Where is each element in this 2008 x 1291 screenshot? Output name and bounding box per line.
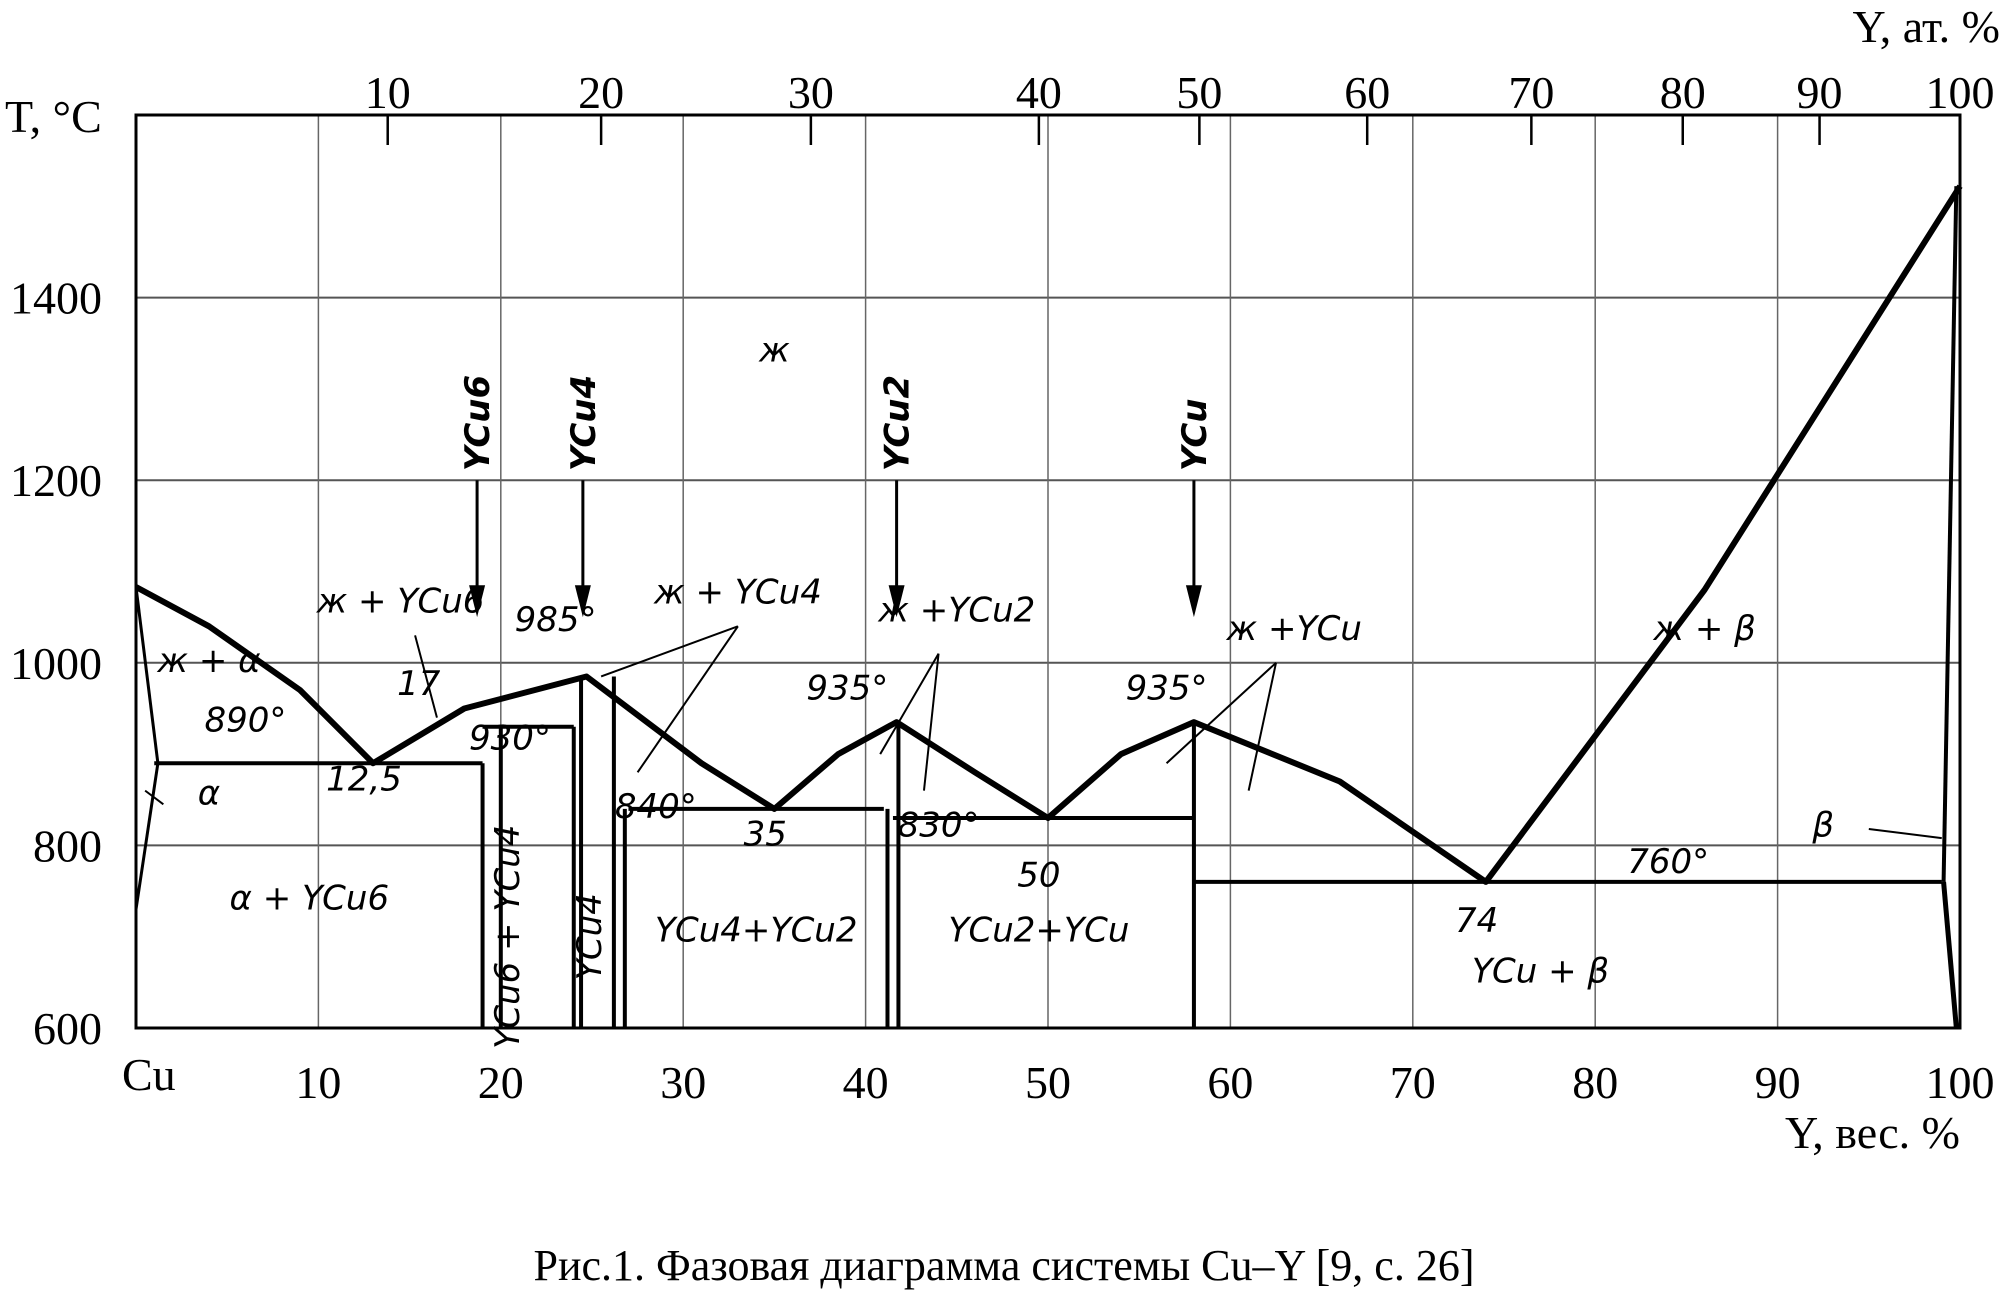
region-label: 17 xyxy=(397,664,441,704)
x-tick-label-top: 100 xyxy=(1926,67,1995,118)
region-label: 50 xyxy=(1017,855,1060,895)
x-tick-label-top: 20 xyxy=(578,67,624,118)
region-label: α + YCu6 xyxy=(229,878,389,918)
region-label: 890° xyxy=(204,700,286,740)
alpha-boundary xyxy=(134,763,160,910)
x-tick-label-top: 70 xyxy=(1508,67,1554,118)
x-tick-label-bottom: 80 xyxy=(1572,1057,1618,1108)
x-axis-label-bottom: Y, вес. % xyxy=(1785,1107,1960,1158)
leader-line xyxy=(1165,662,1277,764)
x-tick-label-bottom: 40 xyxy=(843,1057,889,1108)
region-label: 935° xyxy=(1126,668,1208,708)
region-label: ж xyxy=(758,331,790,371)
region-label: ж + β xyxy=(1652,609,1755,649)
region-label: ж + α xyxy=(156,641,260,681)
y-tick-label: 1200 xyxy=(10,455,102,506)
region-label: ж + YCu4 xyxy=(653,572,822,612)
region-label: 74 xyxy=(1455,901,1498,941)
x-tick-label-top: 30 xyxy=(788,67,834,118)
liquidus-curve xyxy=(134,184,1963,885)
y-tick-label: 1000 xyxy=(10,638,102,689)
region-label: 760° xyxy=(1627,842,1709,882)
alpha-boundary xyxy=(134,586,160,764)
arrow-head xyxy=(888,585,905,618)
region-label: ж +YCu2 xyxy=(877,591,1035,631)
region-label: YCu2+YCu xyxy=(948,910,1129,950)
leader-line xyxy=(636,625,739,773)
x-tick-label-top: 60 xyxy=(1344,67,1390,118)
x-tick-label-bottom: 50 xyxy=(1025,1057,1071,1108)
region-label: YCu4+YCu2 xyxy=(655,910,858,950)
region-label: ж +YCu xyxy=(1226,609,1362,649)
leader-line xyxy=(600,625,739,678)
x-tick-label-top: 50 xyxy=(1176,67,1222,118)
region-label: 830° xyxy=(898,805,980,845)
figure-caption: Рис.1. Фазовая диаграмма системы Cu–Y [9… xyxy=(533,1241,1475,1290)
x-tick-label-bottom: 20 xyxy=(478,1057,524,1108)
region-label: α xyxy=(198,773,220,813)
compound-arrows xyxy=(469,480,1202,618)
leader-line xyxy=(1868,827,1942,840)
compound-name: YCu xyxy=(1175,398,1215,471)
y-axis-label: T, °C xyxy=(5,91,102,142)
x-axis-label-top: Y, ат. % xyxy=(1853,1,2000,52)
arrow-head xyxy=(1185,585,1202,618)
phase-lines xyxy=(134,184,1963,1029)
y-tick-label: 800 xyxy=(33,820,102,871)
region-label: YCu + β xyxy=(1472,951,1609,991)
beta-boundary xyxy=(1941,881,1959,1029)
region-label: 985° xyxy=(515,600,597,640)
compound-name: YCu6 xyxy=(458,375,498,471)
arrow-head xyxy=(469,585,486,618)
leader-line xyxy=(144,789,164,806)
x-tick-label-bottom: 70 xyxy=(1390,1057,1436,1108)
x-tick-label-top: 90 xyxy=(1797,67,1843,118)
x-axis-origin-label: Cu xyxy=(122,1049,176,1100)
compound-name: YCu4 xyxy=(564,375,604,471)
leader-line xyxy=(1247,662,1277,791)
beta-boundary xyxy=(1941,186,1959,882)
leader-line xyxy=(922,653,940,791)
x-tick-label-top: 80 xyxy=(1660,67,1706,118)
region-label: 930° xyxy=(469,719,551,759)
region-label: 935° xyxy=(806,668,888,708)
x-tick-label-bottom: 30 xyxy=(660,1057,706,1108)
region-label: ж + YCu6 xyxy=(316,582,485,622)
arrow-head xyxy=(574,585,591,618)
leader-line xyxy=(879,653,940,755)
plot-frame xyxy=(134,113,1962,1030)
region-label: YCu4 xyxy=(570,893,610,980)
y-tick-label: 600 xyxy=(33,1003,102,1054)
x-tick-label-bottom: 10 xyxy=(295,1057,341,1108)
x-tick-label-bottom: 90 xyxy=(1755,1057,1801,1108)
region-label: 840° xyxy=(615,787,697,827)
x-tick-label-bottom: 100 xyxy=(1926,1057,1995,1108)
region-label: YCu6 + YCu4 xyxy=(488,825,528,1049)
leader-line xyxy=(414,635,438,718)
phase-diagram: 600 800 1000 1200 1400 10 20 30 40 50 60 70 80 90 100 1… xyxy=(5,1,2000,1158)
region-label: β xyxy=(1811,805,1834,845)
x-tick-label-top: 40 xyxy=(1016,67,1062,118)
tick-labels: 600 800 1000 1200 1400 10 20 30 40 50 60 70 80 90 100 1… xyxy=(10,67,1995,1108)
y-tick-label: 1400 xyxy=(10,273,102,324)
region-label: 12,5 xyxy=(326,760,402,800)
plot-border xyxy=(134,113,1962,1030)
x-tick-label-top: 10 xyxy=(365,67,411,118)
compound-name: YCu2 xyxy=(878,375,918,471)
region-label: 35 xyxy=(744,814,787,854)
region-labels: YCu6 YCu4 YCu2 YCu ж ж + α 890° α 12,5 17 ж + YCu6… xyxy=(156,331,1834,1049)
x-tick-label-bottom: 60 xyxy=(1207,1057,1253,1108)
